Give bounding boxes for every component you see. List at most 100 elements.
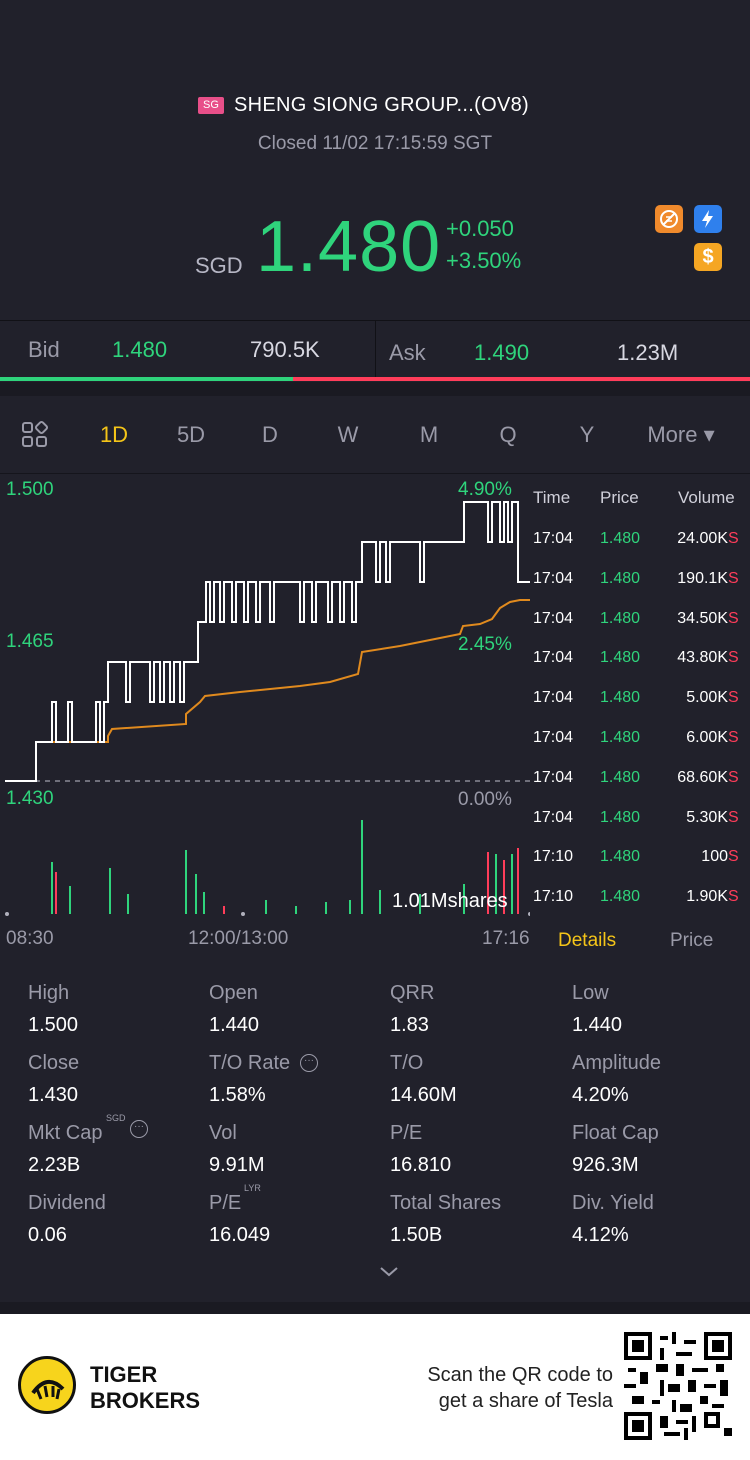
trade-volume: 68.60K [677, 768, 728, 786]
price-change-percent: +3.50% [446, 248, 522, 273]
stat-div-yield-label: Div. Yield [572, 1192, 654, 1214]
tab-m[interactable]: M [419, 422, 439, 447]
no-short-icon[interactable] [655, 205, 683, 233]
trade-time: 17:04 [533, 530, 574, 547]
trade-time: 17:04 [533, 569, 574, 587]
volume-bars [51, 820, 519, 914]
avg-price-line [36, 599, 530, 743]
stat-mkt-cap-label: Mkt Cap [28, 1122, 103, 1144]
trade-price: 1.480 [600, 530, 641, 547]
pct-axis-mid: 2.45% [458, 634, 512, 655]
stat-dividend-label: Dividend [28, 1192, 106, 1214]
tab-d[interactable]: D [262, 422, 278, 447]
trade-volume: 34.50K [677, 609, 728, 627]
time-marker-dot [5, 912, 9, 916]
x-axis-end: 17:16 [482, 928, 530, 949]
trade-time: 17:04 [533, 729, 574, 746]
trade-side: S [728, 649, 739, 667]
stat-pe-value: 16.810 [390, 1154, 452, 1176]
ask-volume: 1.23M [617, 340, 679, 365]
pct-axis-low: 0.00% [458, 789, 512, 810]
section-separator [0, 382, 750, 396]
quote-header: SG SHENG SIONG GROUP...(OV8) Closed 11/0… [0, 0, 750, 320]
trade-time: 17:10 [533, 888, 574, 906]
flash-icon[interactable] [694, 205, 722, 233]
trade-side: S [728, 888, 739, 906]
trade-time: 17:04 [533, 649, 574, 667]
scan-prompt-line1: Scan the QR code to [427, 1364, 613, 1386]
trade-side: S [728, 848, 739, 866]
stat-open-label: Open [209, 982, 258, 1004]
trade-price: 1.480 [600, 569, 641, 587]
info-icon[interactable]: ··· [300, 1054, 318, 1072]
chevron-down-icon[interactable] [378, 1264, 400, 1280]
tab-details[interactable]: Details [558, 930, 617, 951]
price-line [5, 501, 530, 782]
stat-close-value: 1.430 [28, 1084, 79, 1106]
tab-1d[interactable]: 1D [99, 422, 129, 447]
ask-price: 1.490 [474, 340, 530, 365]
stat-to-value: 14.60M [390, 1084, 457, 1106]
tab-more[interactable]: More ▾ [647, 422, 715, 447]
trade-volume: 100 [701, 848, 728, 866]
x-axis-mid: 12:00/13:00 [188, 928, 289, 949]
qr-code[interactable] [624, 1332, 732, 1440]
stat-to-rate-value: 1.58% [209, 1084, 266, 1106]
pct-axis-high: 4.90% [458, 479, 512, 500]
stock-name[interactable]: SHENG SIONG GROUP...(OV8) [234, 94, 529, 116]
bid-volume: 790.5K [250, 337, 320, 362]
trade-price: 1.480 [600, 689, 641, 707]
x-axis-start: 08:30 [6, 928, 54, 949]
tab-price[interactable]: Price [670, 930, 714, 951]
stat-pe-lyr-label: P/E [209, 1192, 242, 1214]
layout-grid-icon[interactable] [20, 420, 50, 450]
trade-volume: 43.80K [677, 649, 728, 667]
stat-div-yield-value: 4.12% [572, 1224, 629, 1246]
trade-volume: 24.00K [677, 530, 728, 547]
stat-total-shares-label: Total Shares [390, 1192, 502, 1214]
market-status: Closed 11/02 17:15:59 SGT [257, 133, 493, 154]
stat-open-value: 1.440 [209, 1014, 260, 1036]
stat-close-label: Close [28, 1052, 80, 1074]
trade-side: S [728, 808, 739, 826]
tab-5d[interactable]: 5D [176, 422, 206, 447]
trade-side: S [728, 768, 739, 786]
trade-time: 17:04 [533, 609, 574, 627]
volume-label: 1.01Mshares [392, 890, 508, 912]
dollar-icon[interactable]: $ [694, 243, 722, 271]
trade-time: 17:04 [533, 768, 574, 786]
stat-mkt-cap-value: 2.23B [28, 1154, 81, 1176]
stat-dividend-value: 0.06 [28, 1224, 67, 1246]
bid-ask-panel: Bid 1.480 790.5K Ask 1.490 1.23M [0, 320, 750, 382]
bid-price: 1.480 [112, 337, 168, 362]
trade-side: S [728, 609, 739, 627]
trade-volume: 6.00K [686, 729, 728, 746]
trade-price: 1.480 [600, 729, 641, 746]
tab-w[interactable]: W [337, 422, 359, 447]
trade-price: 1.480 [600, 609, 641, 627]
info-icon[interactable]: ··· [130, 1120, 148, 1138]
stat-amplitude-label: Amplitude [572, 1052, 661, 1074]
stat-vol-label: Vol [209, 1122, 237, 1144]
stat-pe-lyr-value: 16.049 [209, 1224, 271, 1246]
trade-price: 1.480 [600, 888, 641, 906]
stat-low-value: 1.440 [572, 1014, 623, 1036]
tab-q[interactable]: Q [499, 422, 517, 447]
trade-side: S [728, 689, 739, 707]
stat-vol-value: 9.91M [209, 1154, 265, 1176]
trade-time: 17:10 [533, 848, 574, 866]
brand-name-line2: BROKERS [90, 1388, 201, 1413]
stat-total-shares-value: 1.50B [390, 1224, 443, 1246]
trade-time: 17:04 [533, 808, 574, 826]
stat-pe-lyr-sup: LYR [244, 1183, 261, 1193]
trade-price: 1.480 [600, 768, 641, 786]
tab-y[interactable]: Y [579, 422, 595, 447]
stat-qrr-value: 1.83 [390, 1014, 429, 1036]
trade-side: S [728, 729, 739, 746]
bid-label: Bid [28, 337, 60, 362]
trade-price: 1.480 [600, 808, 641, 826]
y-axis-mid: 1.465 [6, 631, 54, 652]
stat-mkt-cap-currency: SGD [106, 1113, 126, 1123]
footer-separator [0, 1302, 750, 1314]
intraday-chart[interactable] [0, 474, 530, 924]
